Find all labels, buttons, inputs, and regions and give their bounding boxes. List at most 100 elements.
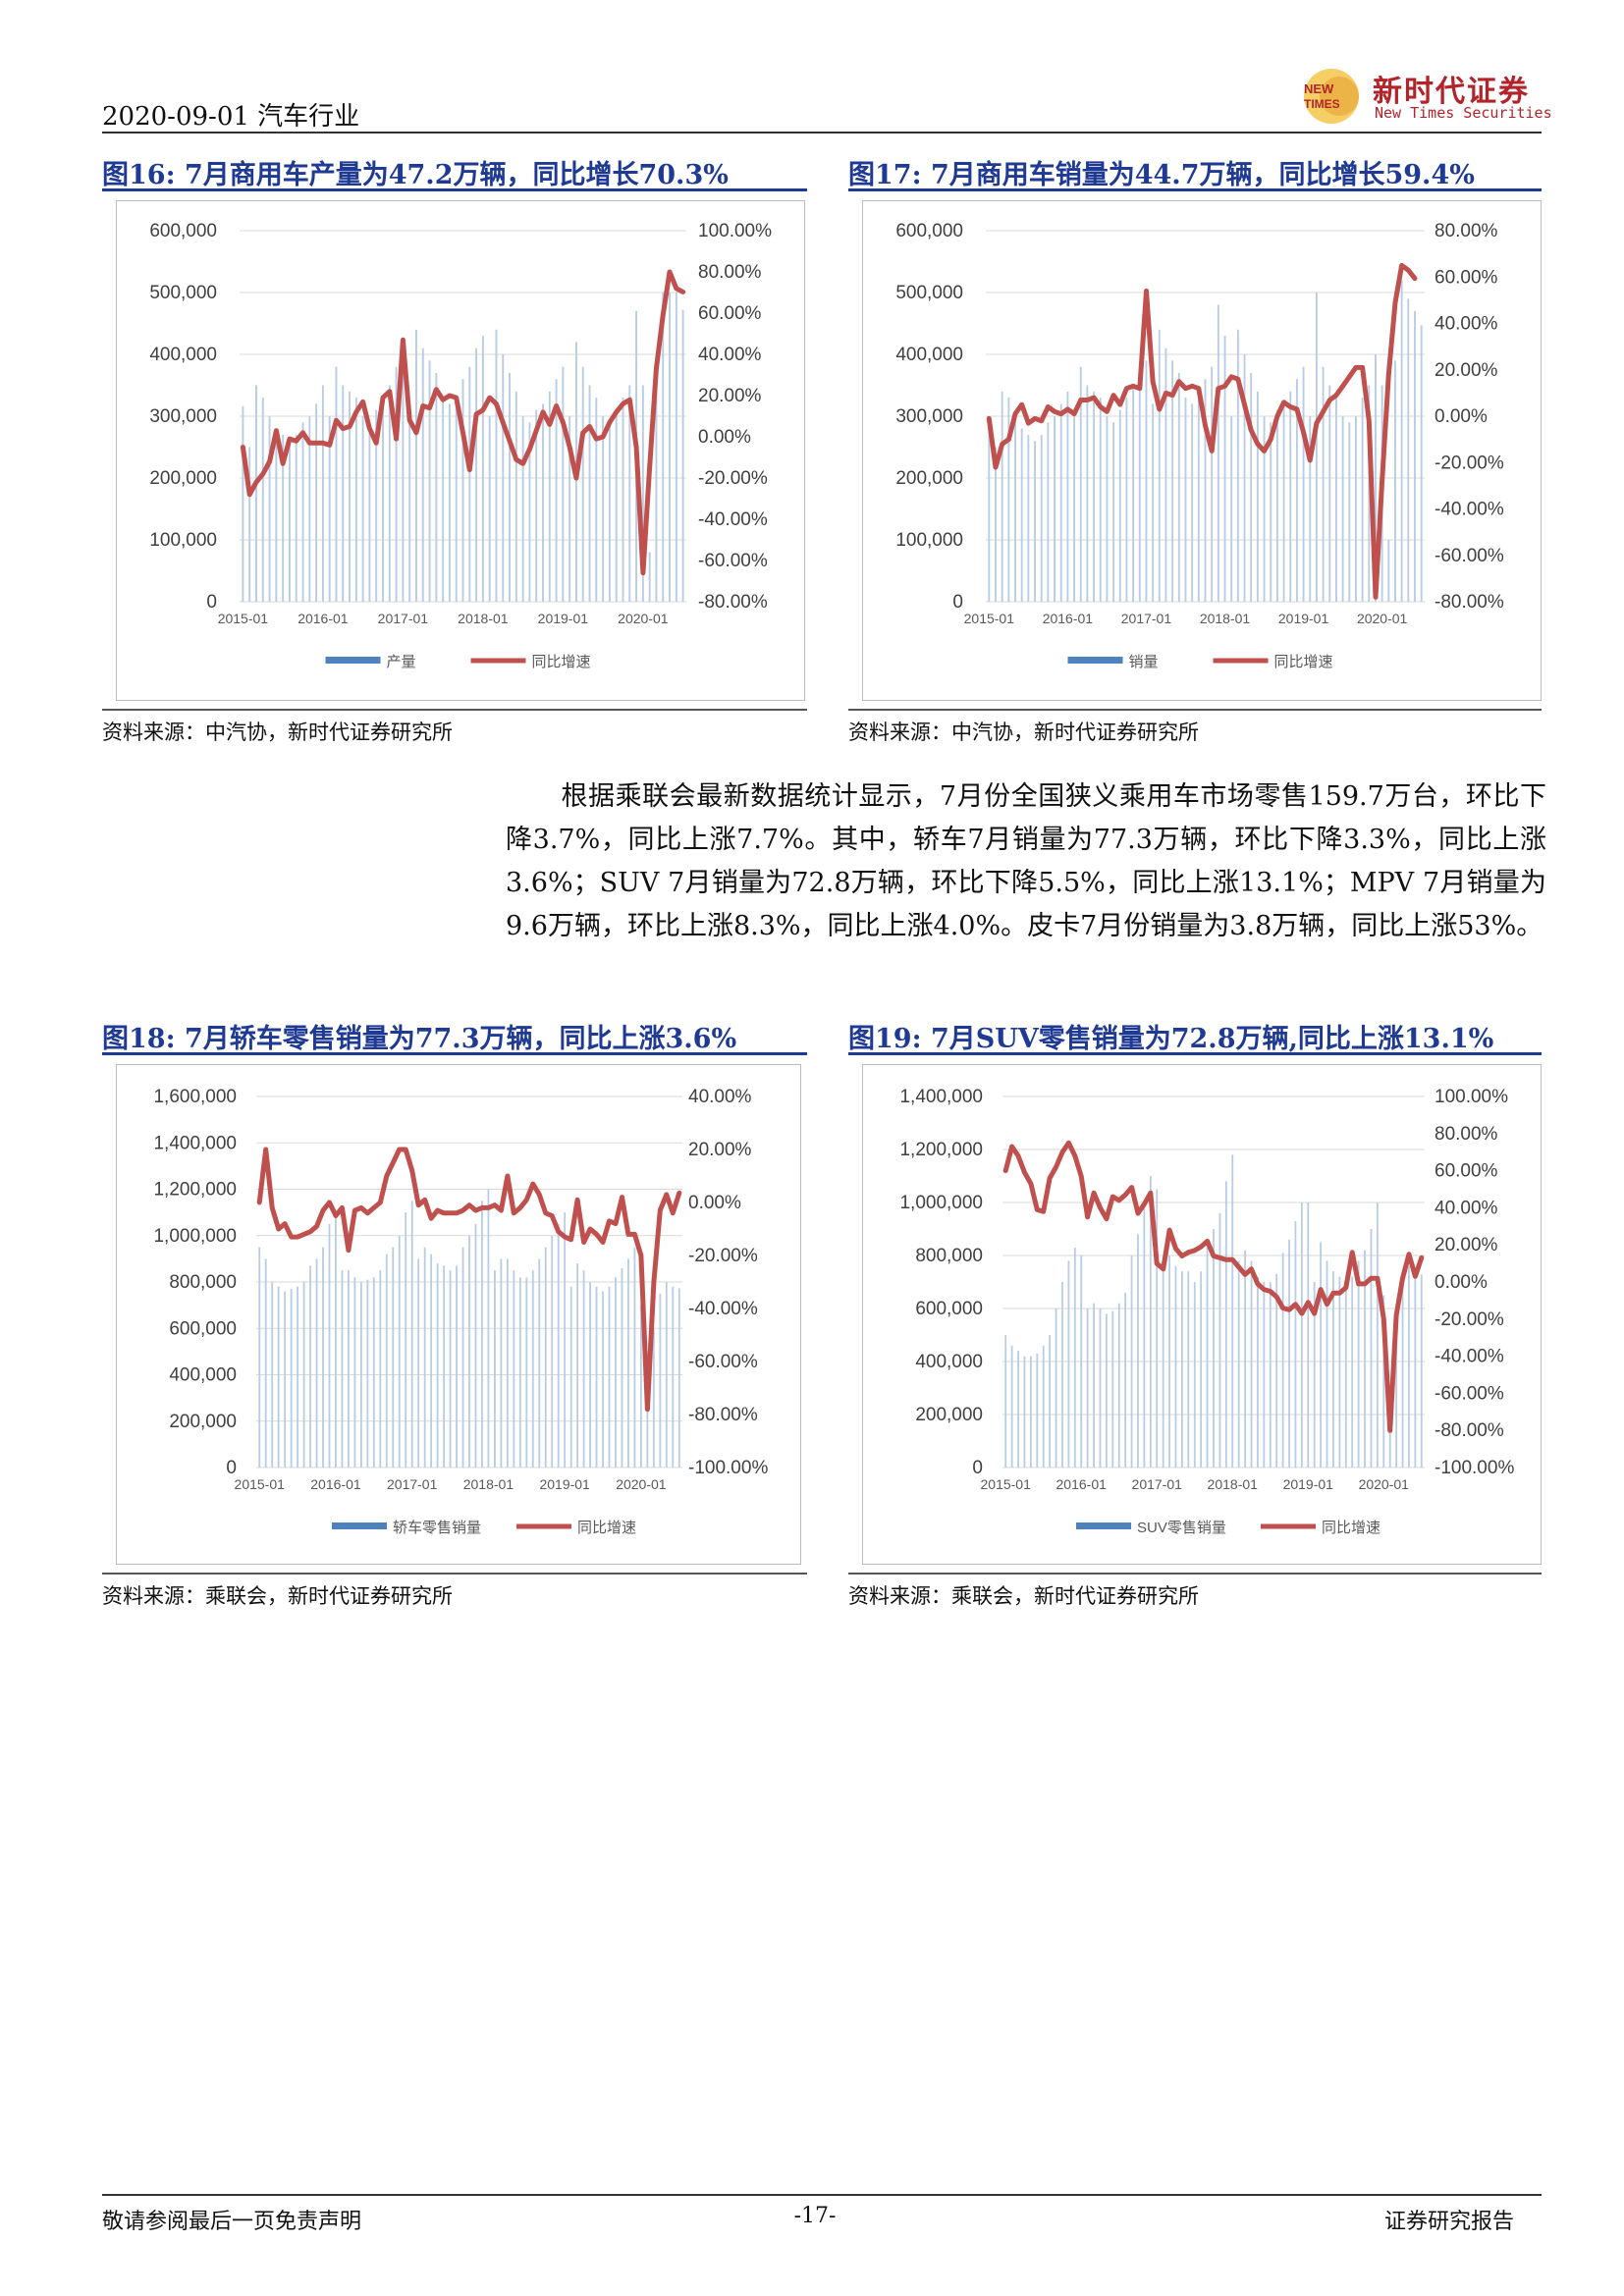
right-axis-tick-label: -40.00%: [1435, 1347, 1504, 1367]
legend-line-label: 同比增速: [577, 1520, 636, 1536]
bar: [1236, 329, 1239, 602]
bar: [1132, 385, 1135, 602]
left-axis-tick-label: 1,000,000: [899, 1193, 983, 1213]
bar: [423, 1247, 426, 1468]
right-axis-tick-label: 20.00%: [698, 386, 762, 406]
bar: [442, 398, 445, 602]
x-axis-tick-label: 2016-01: [298, 611, 349, 626]
yoy-growth-line: [986, 262, 1418, 600]
header-date-sector: 2020-09-01 汽车行业: [102, 102, 360, 132]
bar: [615, 1277, 617, 1468]
bar: [302, 1282, 305, 1468]
bar: [1294, 1220, 1297, 1468]
bar: [261, 398, 264, 602]
bar: [588, 385, 591, 602]
left-axis-tick-label: 0: [206, 592, 217, 613]
bar: [1168, 1255, 1170, 1468]
x-axis-tick-label: 2017-01: [378, 611, 429, 626]
bar: [576, 1263, 579, 1468]
yoy-growth-line: [240, 269, 686, 576]
bar: [288, 441, 291, 602]
bar: [1307, 1202, 1310, 1468]
bar: [1263, 1282, 1266, 1468]
bar: [449, 1270, 452, 1468]
bar: [1187, 1271, 1190, 1468]
bar: [1086, 1308, 1089, 1468]
left-axis-tick-label: 1,000,000: [153, 1226, 237, 1247]
bar: [1010, 1345, 1013, 1468]
bar: [548, 391, 551, 602]
bar: [1029, 1356, 1032, 1468]
right-axis-tick-label: -60.00%: [1435, 546, 1504, 566]
bar: [1200, 1271, 1203, 1468]
bar: [430, 1254, 433, 1468]
bar: [1106, 416, 1109, 602]
right-axis-tick-label: 100.00%: [1435, 1087, 1508, 1107]
bar: [646, 1409, 649, 1468]
figure-17-source-rule: [848, 709, 1542, 711]
bar: [602, 416, 605, 602]
bar: [1093, 391, 1096, 602]
bar: [468, 366, 471, 602]
bar: [1414, 310, 1416, 602]
bar: [628, 385, 631, 602]
bar: [1049, 1335, 1052, 1468]
legend-bar-swatch: [1067, 657, 1123, 664]
bar: [382, 398, 384, 602]
bar: [1348, 422, 1351, 602]
x-axis-tick-label: 2017-01: [1132, 1476, 1183, 1492]
left-axis-tick-label: 300,000: [895, 406, 963, 427]
bar: [1079, 366, 1082, 602]
left-axis-tick-label: 200,000: [149, 468, 217, 489]
bar: [1250, 1260, 1253, 1468]
bar: [315, 1258, 318, 1468]
bar: [1020, 428, 1023, 602]
bar: [341, 1270, 344, 1468]
right-axis-tick-label: -80.00%: [1435, 592, 1504, 613]
bar: [1275, 1273, 1278, 1468]
bar: [1145, 360, 1148, 602]
bar: [1237, 1260, 1240, 1468]
bar: [487, 1189, 490, 1468]
bar: [1281, 1253, 1284, 1468]
bar: [1040, 434, 1043, 602]
bar: [1193, 1282, 1196, 1468]
right-axis-tick-label: -20.00%: [698, 468, 768, 489]
bar: [1125, 398, 1128, 602]
figure-18-source-rule: [102, 1573, 807, 1575]
bar: [255, 385, 257, 602]
left-axis-tick-label: 600,000: [169, 1318, 237, 1339]
left-axis-tick-label: 500,000: [895, 283, 963, 303]
bar: [494, 1270, 496, 1468]
bar: [633, 1247, 636, 1468]
right-axis-tick-label: 100.00%: [698, 221, 772, 241]
right-axis-tick-label: 80.00%: [698, 262, 762, 283]
right-axis-tick-label: -80.00%: [688, 1405, 758, 1425]
bar: [1361, 398, 1364, 602]
right-axis-tick-label: 20.00%: [688, 1140, 752, 1160]
bar: [1217, 304, 1219, 602]
right-axis-tick-label: -20.00%: [688, 1246, 758, 1266]
bar: [1211, 366, 1214, 602]
logo-badge-bottom: TIMES: [1304, 97, 1340, 111]
bar: [1326, 1260, 1328, 1468]
bar: [1315, 293, 1318, 602]
bar: [665, 1282, 668, 1468]
bar: [595, 1286, 598, 1468]
bar: [1191, 403, 1194, 602]
bar: [669, 293, 671, 602]
bar: [1162, 1265, 1164, 1468]
bar: [468, 1235, 470, 1468]
footer-disclaimer: 敬请参阅最后一页免责声明: [102, 2210, 362, 2234]
figure-16-chart-svg: 600,000 500,000 400,000 300,000 200,000 100,0…: [149, 221, 772, 670]
bar: [1295, 379, 1298, 602]
x-axis-tick-label: 2016-01: [1056, 1476, 1108, 1492]
bar: [531, 1270, 534, 1468]
figure-16-title: 图16: 7月商用车产量为47.2万辆，同比增长70.3%: [102, 160, 729, 190]
x-axis-tick-label: 2018-01: [1200, 611, 1251, 626]
bar: [621, 1267, 623, 1468]
bar: [1054, 416, 1056, 602]
bar: [608, 1286, 611, 1468]
x-axis-tick-label: 2019-01: [539, 1476, 590, 1492]
figure-16-title-rule: [102, 188, 807, 191]
